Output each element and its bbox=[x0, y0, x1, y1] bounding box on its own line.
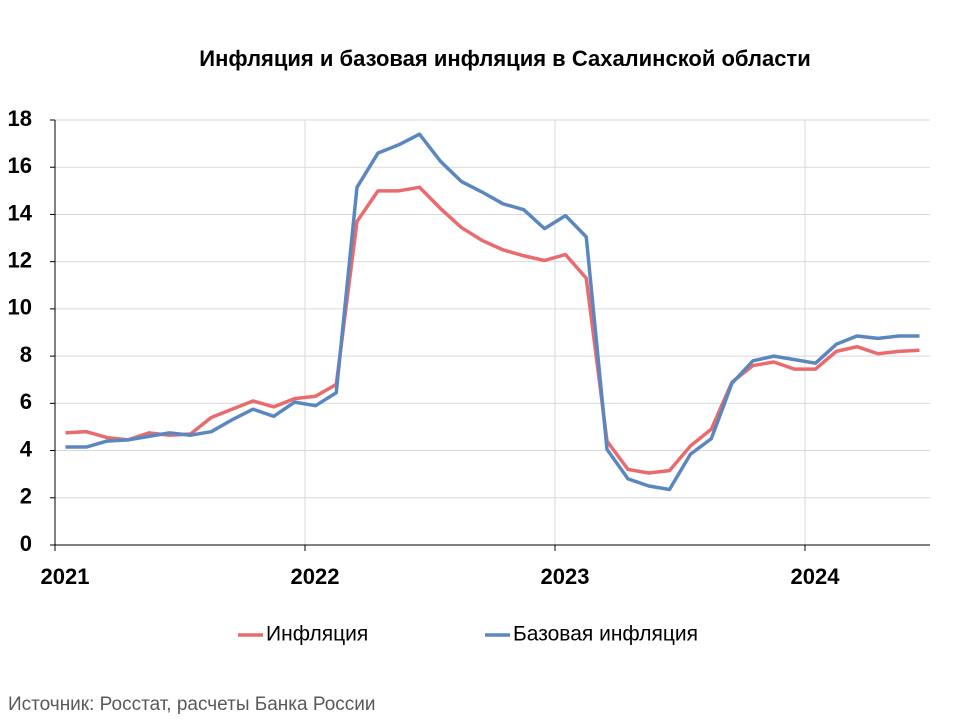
y-tick-label: 4 bbox=[20, 436, 33, 461]
legend-label: Инфляция bbox=[266, 623, 368, 646]
y-tick-label: 16 bbox=[8, 153, 32, 178]
y-tick-label: 8 bbox=[20, 342, 32, 367]
y-tick-label: 12 bbox=[8, 247, 32, 272]
x-tick-label: 2024 bbox=[791, 564, 841, 589]
series-line bbox=[65, 132, 920, 492]
y-tick-label: 2 bbox=[20, 484, 32, 509]
y-tick-label: 0 bbox=[20, 531, 32, 556]
series-line bbox=[65, 185, 920, 475]
x-tick-label: 2022 bbox=[291, 564, 340, 589]
chart-title: Инфляция и базовая инфляция в Сахалинско… bbox=[199, 46, 810, 71]
y-tick-label: 10 bbox=[8, 295, 32, 320]
y-tick-label: 14 bbox=[8, 200, 33, 225]
x-tick-label: 2021 bbox=[41, 564, 90, 589]
legend-label: Базовая инфляция bbox=[513, 623, 698, 646]
y-tick-label: 6 bbox=[20, 389, 32, 414]
source-note: Источник: Росстат, расчеты Банка России bbox=[8, 694, 376, 715]
y-tick-label: 18 bbox=[8, 106, 32, 131]
x-tick-label: 2023 bbox=[541, 564, 590, 589]
